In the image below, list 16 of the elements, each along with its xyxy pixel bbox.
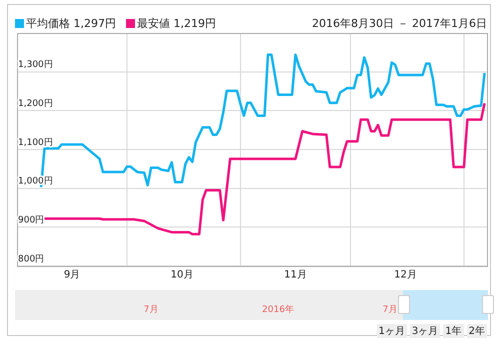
text: 1ヶ月: [376, 324, 407, 338]
x-tick-label: 12月: [394, 270, 417, 281]
y-tick-label: 1,300円: [18, 60, 53, 70]
legend-label: 平均価格 1,297円: [25, 16, 116, 31]
x-tick-label: 10月: [170, 270, 194, 281]
text: 2年: [466, 324, 487, 338]
legend-label: 最安値 1,219円: [136, 16, 216, 31]
y-tick-label: 1,200円: [18, 99, 53, 110]
y-tick-label: 900円: [18, 216, 44, 226]
x-tick-label: 11月: [284, 270, 307, 281]
chart-subtitle: 2016年8月30日 － 2017年1月6日: [312, 16, 487, 31]
text: 3ヶ月: [410, 324, 440, 338]
x-tick-label: 9月: [64, 270, 80, 281]
y-tick-label: 1,100円: [18, 138, 53, 148]
text: 1年: [443, 324, 464, 338]
y-tick-label: 800円: [18, 254, 44, 264]
